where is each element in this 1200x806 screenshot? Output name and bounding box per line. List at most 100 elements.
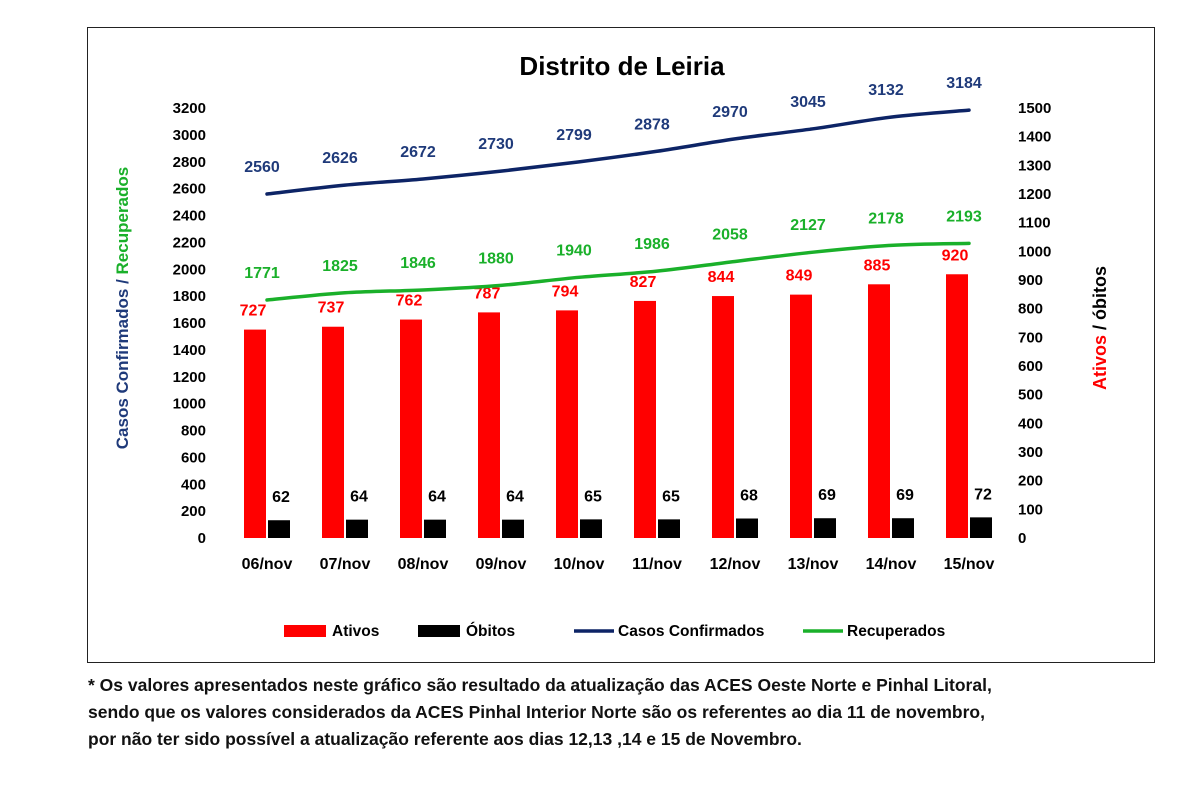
data-label-recuperados: 1986 <box>634 236 670 253</box>
data-label-recuperados: 1940 <box>556 242 592 259</box>
chart-svg: Distrito de Leiria0200400600800100012001… <box>113 51 1110 640</box>
left-axis-tick-label: 1600 <box>173 315 206 332</box>
data-label-ativos: 920 <box>942 247 969 264</box>
right-axis-tick-label: 1000 <box>1018 243 1051 260</box>
right-axis-tick-label: 700 <box>1018 329 1043 346</box>
data-label-obitos: 68 <box>740 488 758 505</box>
data-label-ativos: 737 <box>318 300 345 317</box>
data-label-obitos: 72 <box>974 486 992 503</box>
left-axis-tick-label: 2000 <box>173 261 206 278</box>
data-label-obitos: 69 <box>818 487 836 504</box>
bar-ativos <box>322 326 344 538</box>
left-axis-tick-label: 3000 <box>173 127 206 144</box>
legend-label: Ativos <box>332 623 379 640</box>
line-recuperados <box>265 241 971 302</box>
x-axis-tick-label: 14/nov <box>866 556 917 573</box>
data-label-recuperados: 2058 <box>712 226 748 243</box>
data-label-recuperados: 2127 <box>790 217 826 234</box>
data-label-casos-confirmados: 2672 <box>400 144 436 161</box>
x-axis-tick-label: 08/nov <box>398 556 449 573</box>
x-axis-tick-label: 15/nov <box>944 556 995 573</box>
right-axis-tick-label: 1300 <box>1018 157 1051 174</box>
line-casos-confirmados <box>265 108 971 196</box>
bar-obitos <box>970 517 992 538</box>
data-label-ativos: 844 <box>708 269 735 286</box>
data-label-ativos: 827 <box>630 274 657 291</box>
data-label-obitos: 65 <box>662 488 680 505</box>
data-label-recuperados: 1825 <box>322 258 358 275</box>
legend-label: Recuperados <box>847 623 945 640</box>
left-axis-tick-label: 1800 <box>173 288 206 305</box>
bar-ativos <box>478 312 500 538</box>
data-label-casos-confirmados: 2626 <box>322 150 358 167</box>
data-label-obitos: 64 <box>428 489 446 506</box>
right-axis-tick-label: 600 <box>1018 358 1043 375</box>
left-axis-tick-label: 1200 <box>173 369 206 386</box>
right-axis-tick-label: 1200 <box>1018 186 1051 203</box>
bar-ativos <box>400 319 422 538</box>
left-axis-tick-label: 2400 <box>173 208 206 225</box>
bar-obitos <box>268 520 290 538</box>
left-axis-title-part2: Recuperados <box>113 167 132 275</box>
data-label-obitos: 65 <box>584 488 602 505</box>
data-label-casos-confirmados: 2970 <box>712 104 748 121</box>
right-axis-tick-label: 1400 <box>1018 129 1051 146</box>
x-axis-tick-label: 07/nov <box>320 556 371 573</box>
right-axis-tick-label: 1500 <box>1018 100 1051 117</box>
x-axis-tick-label: 06/nov <box>242 556 293 573</box>
right-axis-tick-label: 200 <box>1018 473 1043 490</box>
data-label-casos-confirmados: 2560 <box>244 159 280 176</box>
bar-obitos <box>658 519 680 538</box>
bar-ativos <box>634 300 656 538</box>
data-label-ativos: 849 <box>786 268 813 285</box>
right-axis-tick-label: 400 <box>1018 415 1043 432</box>
legend-label: Casos Confirmados <box>618 623 764 640</box>
footnote-line: * Os valores apresentados neste gráfico … <box>88 675 992 695</box>
x-axis-tick-label: 13/nov <box>788 556 839 573</box>
data-label-ativos: 794 <box>552 283 579 300</box>
data-label-ativos: 885 <box>864 257 891 274</box>
data-label-recuperados: 2178 <box>868 210 904 227</box>
left-axis-tick-label: 2800 <box>173 154 206 171</box>
left-axis-tick-label: 0 <box>198 530 206 547</box>
bar-obitos <box>580 519 602 538</box>
data-label-obitos: 69 <box>896 487 914 504</box>
bar-obitos <box>424 519 446 538</box>
data-label-ativos: 762 <box>396 293 423 310</box>
bar-ativos <box>946 274 968 538</box>
data-label-recuperados: 1771 <box>244 265 280 282</box>
footnote-line: por não ter sido possível a atualização … <box>88 729 802 749</box>
left-axis-tick-label: 600 <box>181 449 206 466</box>
right-axis-tick-label: 0 <box>1018 530 1026 547</box>
left-axis-tick-label: 2200 <box>173 234 206 251</box>
right-axis-tick-label: 900 <box>1018 272 1043 289</box>
footnote-line: sendo que os valores considerados da ACE… <box>88 702 985 722</box>
bar-ativos <box>712 296 734 538</box>
data-label-casos-confirmados: 2730 <box>478 136 514 153</box>
bar-obitos <box>736 518 758 538</box>
right-axis-title: Ativos / óbitos <box>1090 266 1110 390</box>
legend-swatch <box>418 625 460 637</box>
left-axis-tick-label: 800 <box>181 423 206 440</box>
x-axis-tick-label: 09/nov <box>476 556 527 573</box>
data-label-casos-confirmados: 3045 <box>790 94 826 111</box>
x-axis-tick-label: 12/nov <box>710 556 761 573</box>
left-axis-title: Casos Confirmados / Recuperados <box>113 167 132 449</box>
right-axis-title-part1: Ativos <box>1090 330 1110 390</box>
right-axis-tick-label: 1100 <box>1018 215 1051 232</box>
footnote: * Os valores apresentados neste gráfico … <box>88 672 1168 753</box>
bar-ativos <box>556 310 578 538</box>
data-label-recuperados: 1880 <box>478 250 514 267</box>
chart-frame: Distrito de Leiria 0 200 400 600 800 1000 1200 1… <box>87 27 1155 663</box>
legend-swatch <box>284 625 326 637</box>
right-axis-title-part2: / óbitos <box>1090 266 1110 330</box>
legend-label: Óbitos <box>466 622 515 640</box>
left-axis-tick-label: 1000 <box>173 396 206 413</box>
data-label-obitos: 62 <box>272 489 290 506</box>
bar-obitos <box>346 519 368 538</box>
left-axis-tick-label: 1400 <box>173 342 206 359</box>
x-axis-tick-label: 10/nov <box>554 556 605 573</box>
bar-ativos <box>868 284 890 538</box>
data-label-ativos: 727 <box>240 303 267 320</box>
left-axis-tick-label: 3200 <box>173 100 206 117</box>
